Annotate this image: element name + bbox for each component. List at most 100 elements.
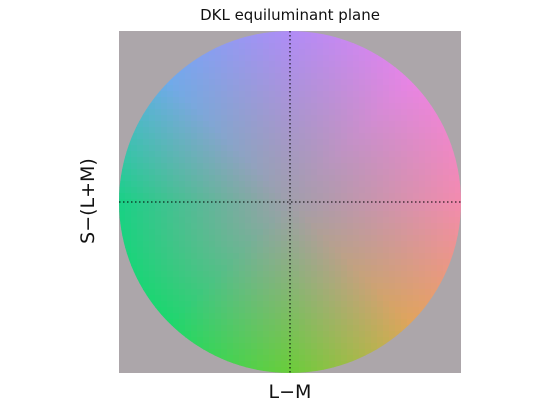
disc-cell xyxy=(119,175,126,182)
disc-cell xyxy=(293,349,300,356)
disc-cell xyxy=(221,157,228,164)
disc-cell xyxy=(377,337,384,344)
disc-cell xyxy=(221,193,228,200)
disc-cell xyxy=(413,253,420,260)
disc-cell xyxy=(251,295,258,302)
disc-cell xyxy=(365,79,372,86)
disc-cell xyxy=(317,235,324,242)
disc-cell xyxy=(251,319,258,326)
disc-cell xyxy=(407,79,414,86)
disc-cell xyxy=(275,259,282,266)
disc-cell xyxy=(257,337,264,344)
disc-cell xyxy=(305,115,312,122)
disc-cell xyxy=(215,157,222,164)
disc-cell xyxy=(323,253,330,260)
disc-cell xyxy=(251,247,258,254)
disc-cell xyxy=(305,85,312,92)
disc-cell xyxy=(209,133,216,140)
disc-cell xyxy=(329,121,336,128)
disc-cell xyxy=(305,109,312,116)
disc-cell xyxy=(263,295,270,302)
disc-cell xyxy=(233,193,240,200)
disc-cell xyxy=(215,133,222,140)
disc-cell xyxy=(371,295,378,302)
disc-cell xyxy=(335,151,342,158)
disc-cell xyxy=(209,223,216,230)
disc-cell xyxy=(269,265,276,272)
disc-cell xyxy=(377,211,384,218)
disc-cell xyxy=(203,253,210,260)
disc-cell xyxy=(203,97,210,104)
disc-cell xyxy=(209,217,216,224)
disc-cell xyxy=(221,217,228,224)
disc-cell xyxy=(233,85,240,92)
disc-cell xyxy=(281,235,288,242)
disc-cell xyxy=(347,265,354,272)
disc-cell xyxy=(317,325,324,332)
disc-cell xyxy=(173,109,180,116)
disc-cell xyxy=(245,277,252,284)
disc-cell xyxy=(353,253,360,260)
disc-cell xyxy=(203,211,210,218)
disc-cell xyxy=(227,295,234,302)
disc-cell xyxy=(197,205,204,212)
disc-cell xyxy=(257,271,264,278)
disc-cell xyxy=(281,103,288,110)
disc-cell xyxy=(431,109,438,116)
disc-cell xyxy=(281,205,288,212)
disc-cell xyxy=(233,349,240,356)
disc-cell xyxy=(293,61,300,68)
disc-cell xyxy=(383,289,390,296)
disc-cell xyxy=(161,163,168,170)
disc-cell xyxy=(185,277,192,284)
disc-cell xyxy=(257,355,264,362)
disc-cell xyxy=(329,313,336,320)
disc-cell xyxy=(293,121,300,128)
disc-cell xyxy=(401,241,408,248)
disc-cell xyxy=(233,55,240,62)
disc-cell xyxy=(299,289,306,296)
disc-cell xyxy=(209,163,216,170)
disc-cell xyxy=(329,319,336,326)
disc-cell xyxy=(257,205,264,212)
disc-cell xyxy=(353,145,360,152)
disc-cell xyxy=(233,319,240,326)
disc-cell xyxy=(239,67,246,74)
disc-cell xyxy=(371,199,378,206)
disc-cell xyxy=(257,349,264,356)
disc-cell xyxy=(377,271,384,278)
disc-cell xyxy=(185,187,192,194)
disc-cell xyxy=(365,253,372,260)
y-axis-label: S−(L+M) xyxy=(77,158,99,244)
disc-cell xyxy=(149,271,156,278)
disc-cell xyxy=(185,241,192,248)
disc-cell xyxy=(293,277,300,284)
disc-cell xyxy=(263,79,270,86)
disc-cell xyxy=(299,259,306,266)
disc-cell xyxy=(197,175,204,182)
disc-cell xyxy=(407,97,414,104)
disc-cell xyxy=(143,193,150,200)
disc-cell xyxy=(431,139,438,146)
disc-cell xyxy=(275,289,282,296)
disc-cell xyxy=(311,61,318,68)
disc-cell xyxy=(257,259,264,266)
disc-cell xyxy=(191,157,198,164)
disc-cell xyxy=(119,217,126,224)
disc-cell xyxy=(221,325,228,332)
disc-cell xyxy=(347,109,354,116)
disc-cell xyxy=(305,151,312,158)
disc-cell xyxy=(341,223,348,230)
disc-cell xyxy=(371,301,378,308)
disc-cell xyxy=(269,31,276,38)
disc-cell xyxy=(353,133,360,140)
disc-cell xyxy=(257,289,264,296)
disc-cell xyxy=(383,337,390,344)
disc-cell xyxy=(209,97,216,104)
disc-cell xyxy=(431,211,438,218)
disc-cell xyxy=(161,109,168,116)
disc-cell xyxy=(395,163,402,170)
disc-cell xyxy=(389,127,396,134)
disc-cell xyxy=(395,247,402,254)
disc-cell xyxy=(299,367,306,373)
